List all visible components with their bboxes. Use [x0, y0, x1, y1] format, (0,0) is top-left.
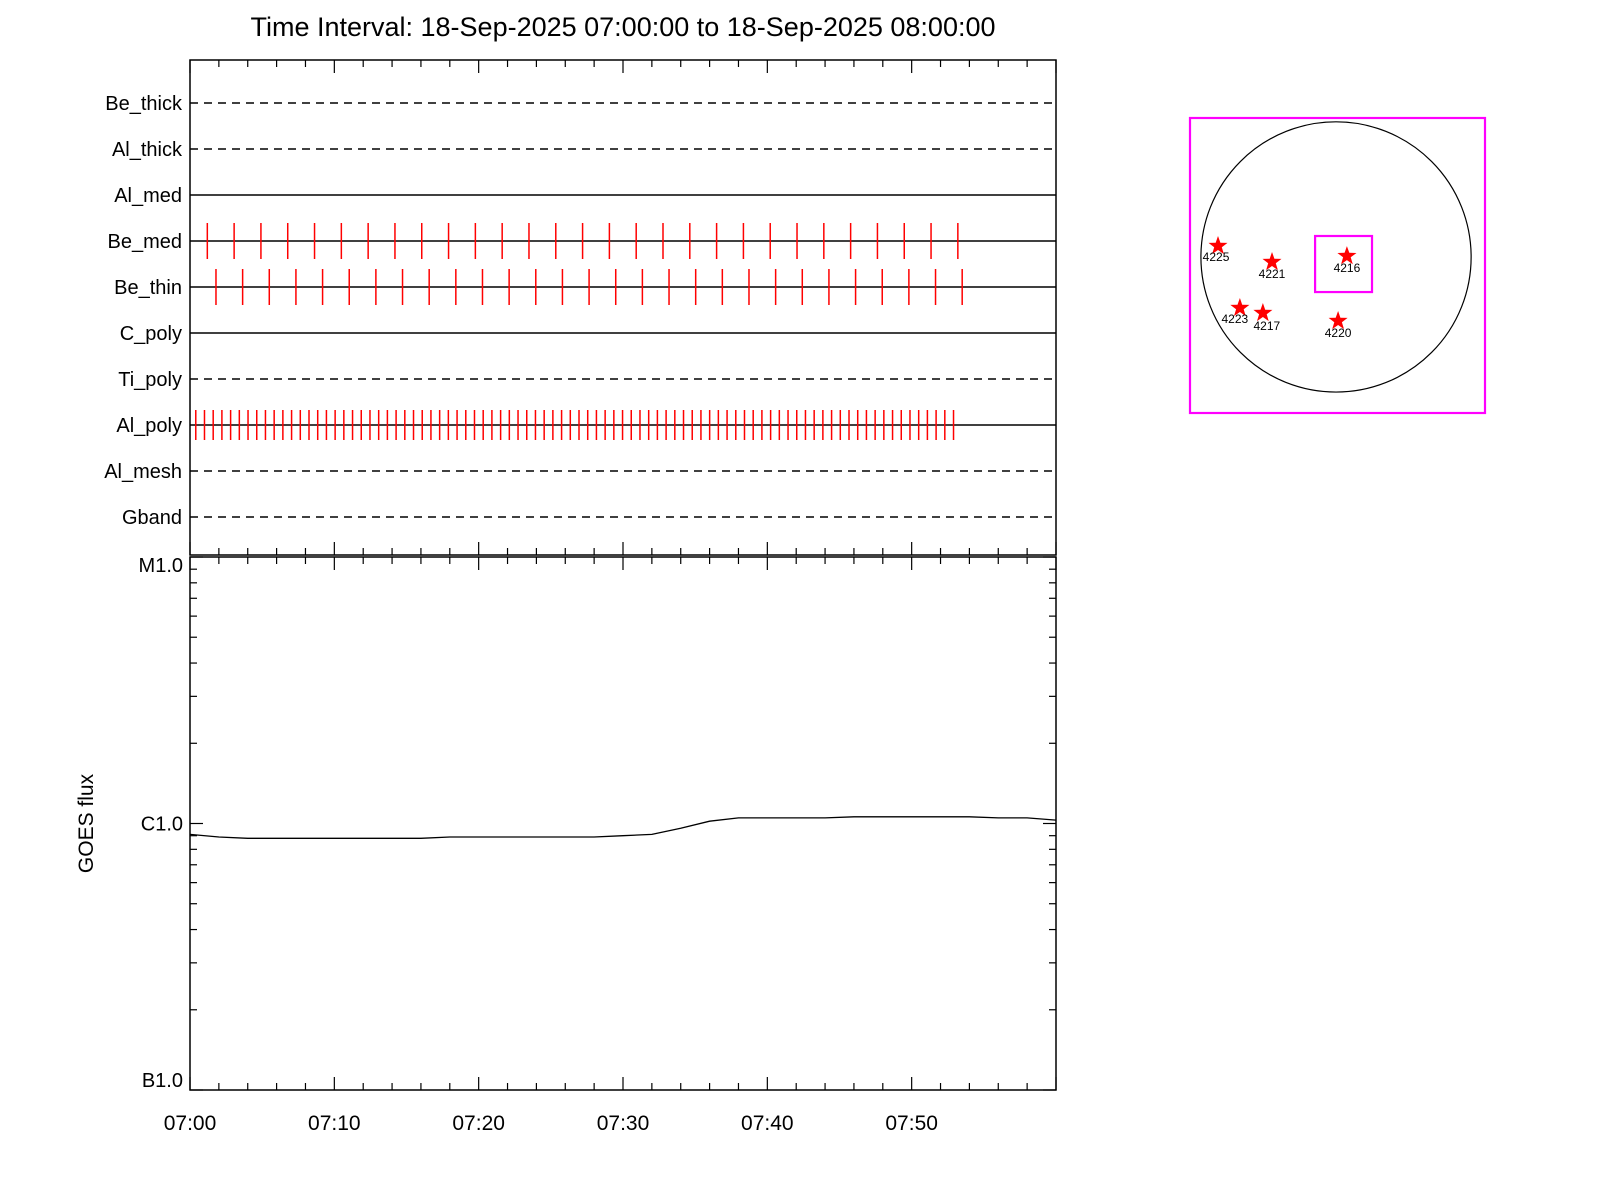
active-region-star-4225: [1208, 236, 1228, 255]
goes-x-tick-label-07:30: 07:30: [597, 1112, 650, 1135]
active-region-star-4217: [1253, 303, 1273, 322]
active-region-star-4216: [1337, 246, 1357, 265]
filter-label-Al_med: Al_med: [114, 185, 182, 207]
filter-label-Ti_poly: Ti_poly: [118, 369, 182, 391]
inset-frame: [1188, 116, 1487, 415]
filter-panel-border: [189, 59, 1057, 556]
solar-disk-circle: [1200, 121, 1472, 393]
xrt-fov-box: [1313, 234, 1374, 294]
filter-label-Al_mesh: Al_mesh: [104, 461, 182, 483]
active-region-star-4221: [1262, 252, 1282, 271]
chart-title: Time Interval: 18-Sep-2025 07:00:00 to 1…: [250, 12, 996, 42]
active-region-label-4221: 4221: [1259, 267, 1286, 281]
goes-ylabel: GOES flux: [75, 773, 98, 873]
active-region-star-4223: [1230, 298, 1250, 317]
goes-y-tick-label-B1.0: B1.0: [142, 1070, 183, 1092]
filter-label-Be_med: Be_med: [108, 231, 183, 253]
active-region-label-4216: 4216: [1334, 261, 1361, 275]
active-region-label-4225: 4225: [1203, 250, 1230, 264]
goes-flux-line: [189, 816, 1057, 839]
active-region-label-4220: 4220: [1325, 326, 1352, 340]
active-region-star-4220: [1328, 311, 1348, 330]
goes-panel-border: [189, 556, 1057, 1091]
active-region-label-4217: 4217: [1254, 319, 1281, 333]
active-region-label-4223: 4223: [1222, 312, 1249, 326]
goes-y-tick-label-M1.0: M1.0: [139, 555, 183, 577]
goes-x-tick-label-07:00: 07:00: [164, 1112, 217, 1135]
goes-x-tick-label-07:50: 07:50: [885, 1112, 938, 1135]
goes-x-tick-label-07:20: 07:20: [452, 1112, 505, 1135]
filter-label-Be_thick: Be_thick: [105, 93, 183, 115]
filter-label-Be_thin: Be_thin: [114, 277, 182, 299]
goes-x-tick-label-07:40: 07:40: [741, 1112, 794, 1135]
goes-x-tick-label-07:10: 07:10: [308, 1112, 361, 1135]
filter-label-Al_thick: Al_thick: [112, 139, 183, 161]
filter-label-Al_poly: Al_poly: [116, 415, 182, 437]
filter-label-C_poly: C_poly: [120, 323, 182, 345]
filter-label-Gband: Gband: [122, 507, 182, 529]
goes-y-tick-label-C1.0: C1.0: [141, 814, 183, 836]
